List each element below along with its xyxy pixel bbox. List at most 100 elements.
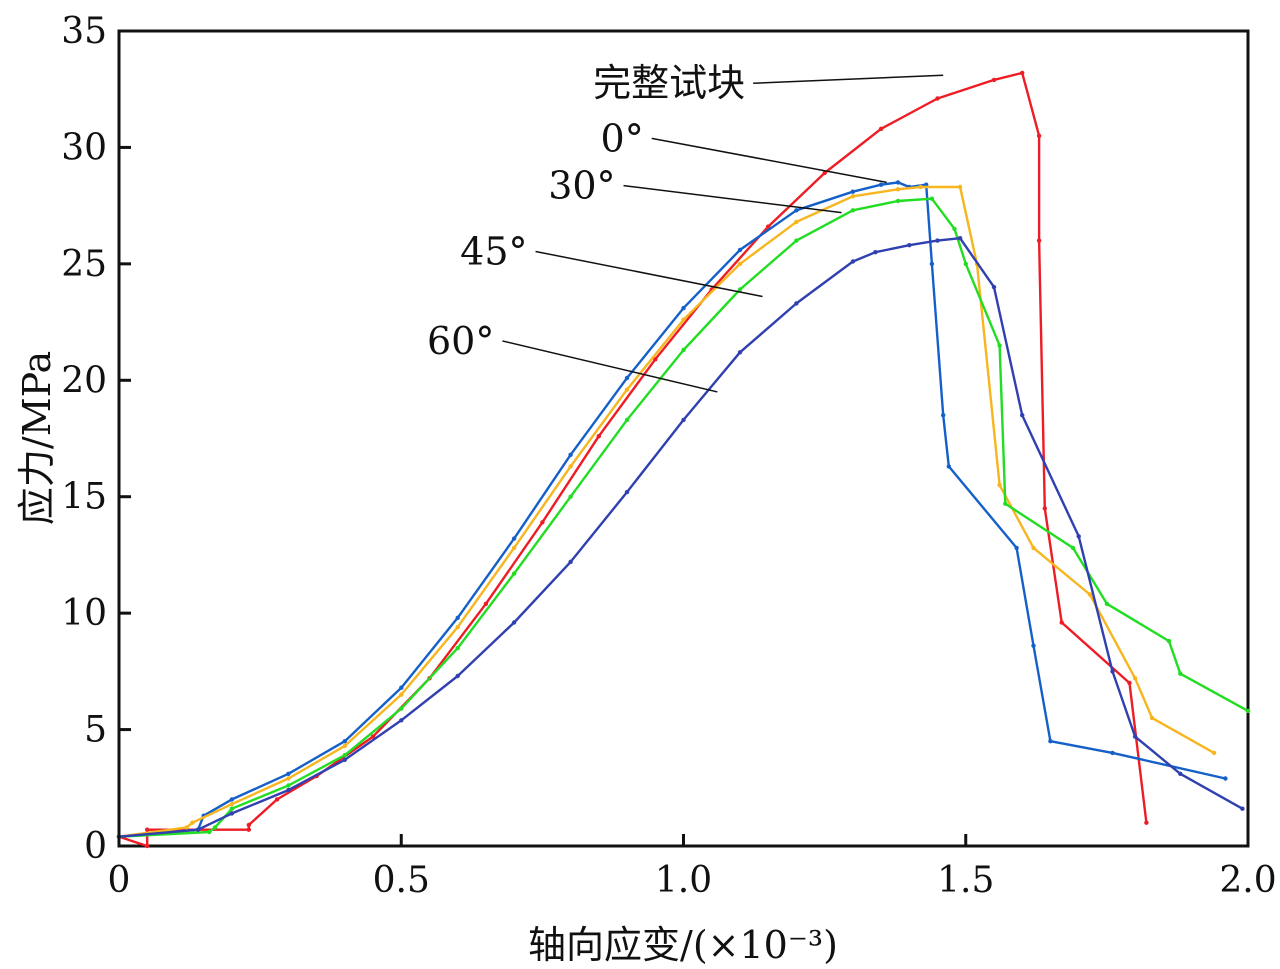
data-point [952, 226, 957, 232]
data-point [1104, 601, 1110, 606]
data-point [1003, 501, 1008, 506]
data-point [1223, 776, 1228, 781]
annotation-label: 完整试块 [593, 61, 745, 105]
data-point [1036, 238, 1042, 243]
data-point [229, 797, 235, 802]
data-point [540, 520, 545, 525]
series-line-3 [117, 197, 1250, 838]
data-point [286, 783, 291, 788]
data-point [941, 413, 946, 418]
data-point [1110, 669, 1115, 674]
data-point [212, 825, 218, 830]
data-point [1211, 750, 1217, 756]
x-tick-label: 1.5 [937, 860, 994, 901]
data-point [1031, 545, 1036, 551]
data-point [399, 692, 404, 697]
data-point [1110, 750, 1115, 756]
data-point [1132, 676, 1138, 681]
data-point [399, 685, 404, 690]
data-point [1127, 680, 1132, 686]
data-point [1020, 413, 1025, 418]
data-point [963, 261, 968, 267]
y-tick-label: 25 [61, 244, 107, 285]
data-point [1059, 620, 1064, 625]
data-point [878, 126, 884, 131]
data-point [895, 198, 901, 204]
data-point [850, 208, 856, 213]
data-point [568, 464, 573, 469]
data-point [1166, 638, 1172, 644]
data-point [957, 236, 963, 241]
data-point [246, 827, 251, 832]
data-point [207, 829, 212, 835]
data-point [850, 259, 856, 264]
data-point [246, 822, 251, 828]
data-point [511, 620, 517, 625]
data-point [1144, 820, 1149, 825]
data-point [342, 743, 347, 749]
data-point [918, 184, 923, 190]
data-point [370, 734, 376, 739]
data-point [184, 825, 189, 830]
data-point [399, 718, 404, 723]
axis-layer: 0 0.5 1.0 1.5 2.0 0 5 10 15 20 25 30 35 [61, 11, 1276, 901]
data-point [1245, 708, 1251, 714]
data-point [455, 624, 460, 630]
data-point [1149, 715, 1155, 721]
series-layer [116, 70, 1251, 849]
data-point [1070, 545, 1076, 551]
data-point [681, 417, 686, 423]
data-point [873, 250, 878, 255]
annotation-leader-line [535, 250, 763, 298]
data-point [929, 261, 935, 267]
data-point [568, 452, 573, 457]
x-axis-title: 轴向应变/(×10⁻³) [528, 923, 838, 967]
x-tick-label: 0 [108, 860, 131, 901]
data-point [737, 247, 743, 253]
data-point [1132, 734, 1138, 739]
data-point [1076, 534, 1081, 539]
data-point [1240, 806, 1245, 811]
data-point [895, 187, 901, 192]
x-tick-label: 0.5 [373, 860, 430, 901]
data-point [907, 243, 912, 248]
data-point [766, 224, 771, 229]
data-point [1178, 771, 1183, 776]
data-point [624, 375, 630, 381]
data-point [878, 182, 884, 187]
data-point [935, 238, 940, 243]
data-point [229, 811, 235, 816]
annotation-leader-line [753, 74, 944, 84]
y-tick-label: 0 [84, 826, 107, 867]
data-point [737, 261, 743, 267]
y-tick-label: 15 [61, 477, 107, 518]
data-point [681, 317, 686, 322]
data-point [1178, 671, 1183, 676]
data-point [929, 196, 935, 201]
data-point [624, 417, 630, 423]
data-point [1042, 506, 1048, 511]
annotation-label: 60° [427, 319, 494, 363]
data-point [195, 827, 201, 832]
data-point [145, 843, 150, 849]
data-point [568, 559, 573, 565]
data-point [935, 96, 940, 101]
series-line-0 [117, 71, 1148, 848]
data-point [455, 673, 460, 679]
y-tick-label: 30 [61, 127, 107, 168]
series-line-1 [117, 181, 1227, 838]
data-point [286, 771, 291, 776]
data-point [681, 305, 686, 311]
data-point [1036, 133, 1042, 138]
data-point [850, 194, 856, 199]
data-point [274, 797, 280, 802]
annotation-leader-line [502, 340, 718, 393]
data-point [229, 801, 235, 807]
data-point [286, 776, 291, 781]
data-point [737, 287, 743, 292]
data-point [624, 387, 630, 392]
y-tick-label: 35 [61, 11, 107, 52]
data-point [1048, 739, 1053, 744]
data-point [850, 189, 856, 194]
data-point [991, 77, 997, 83]
